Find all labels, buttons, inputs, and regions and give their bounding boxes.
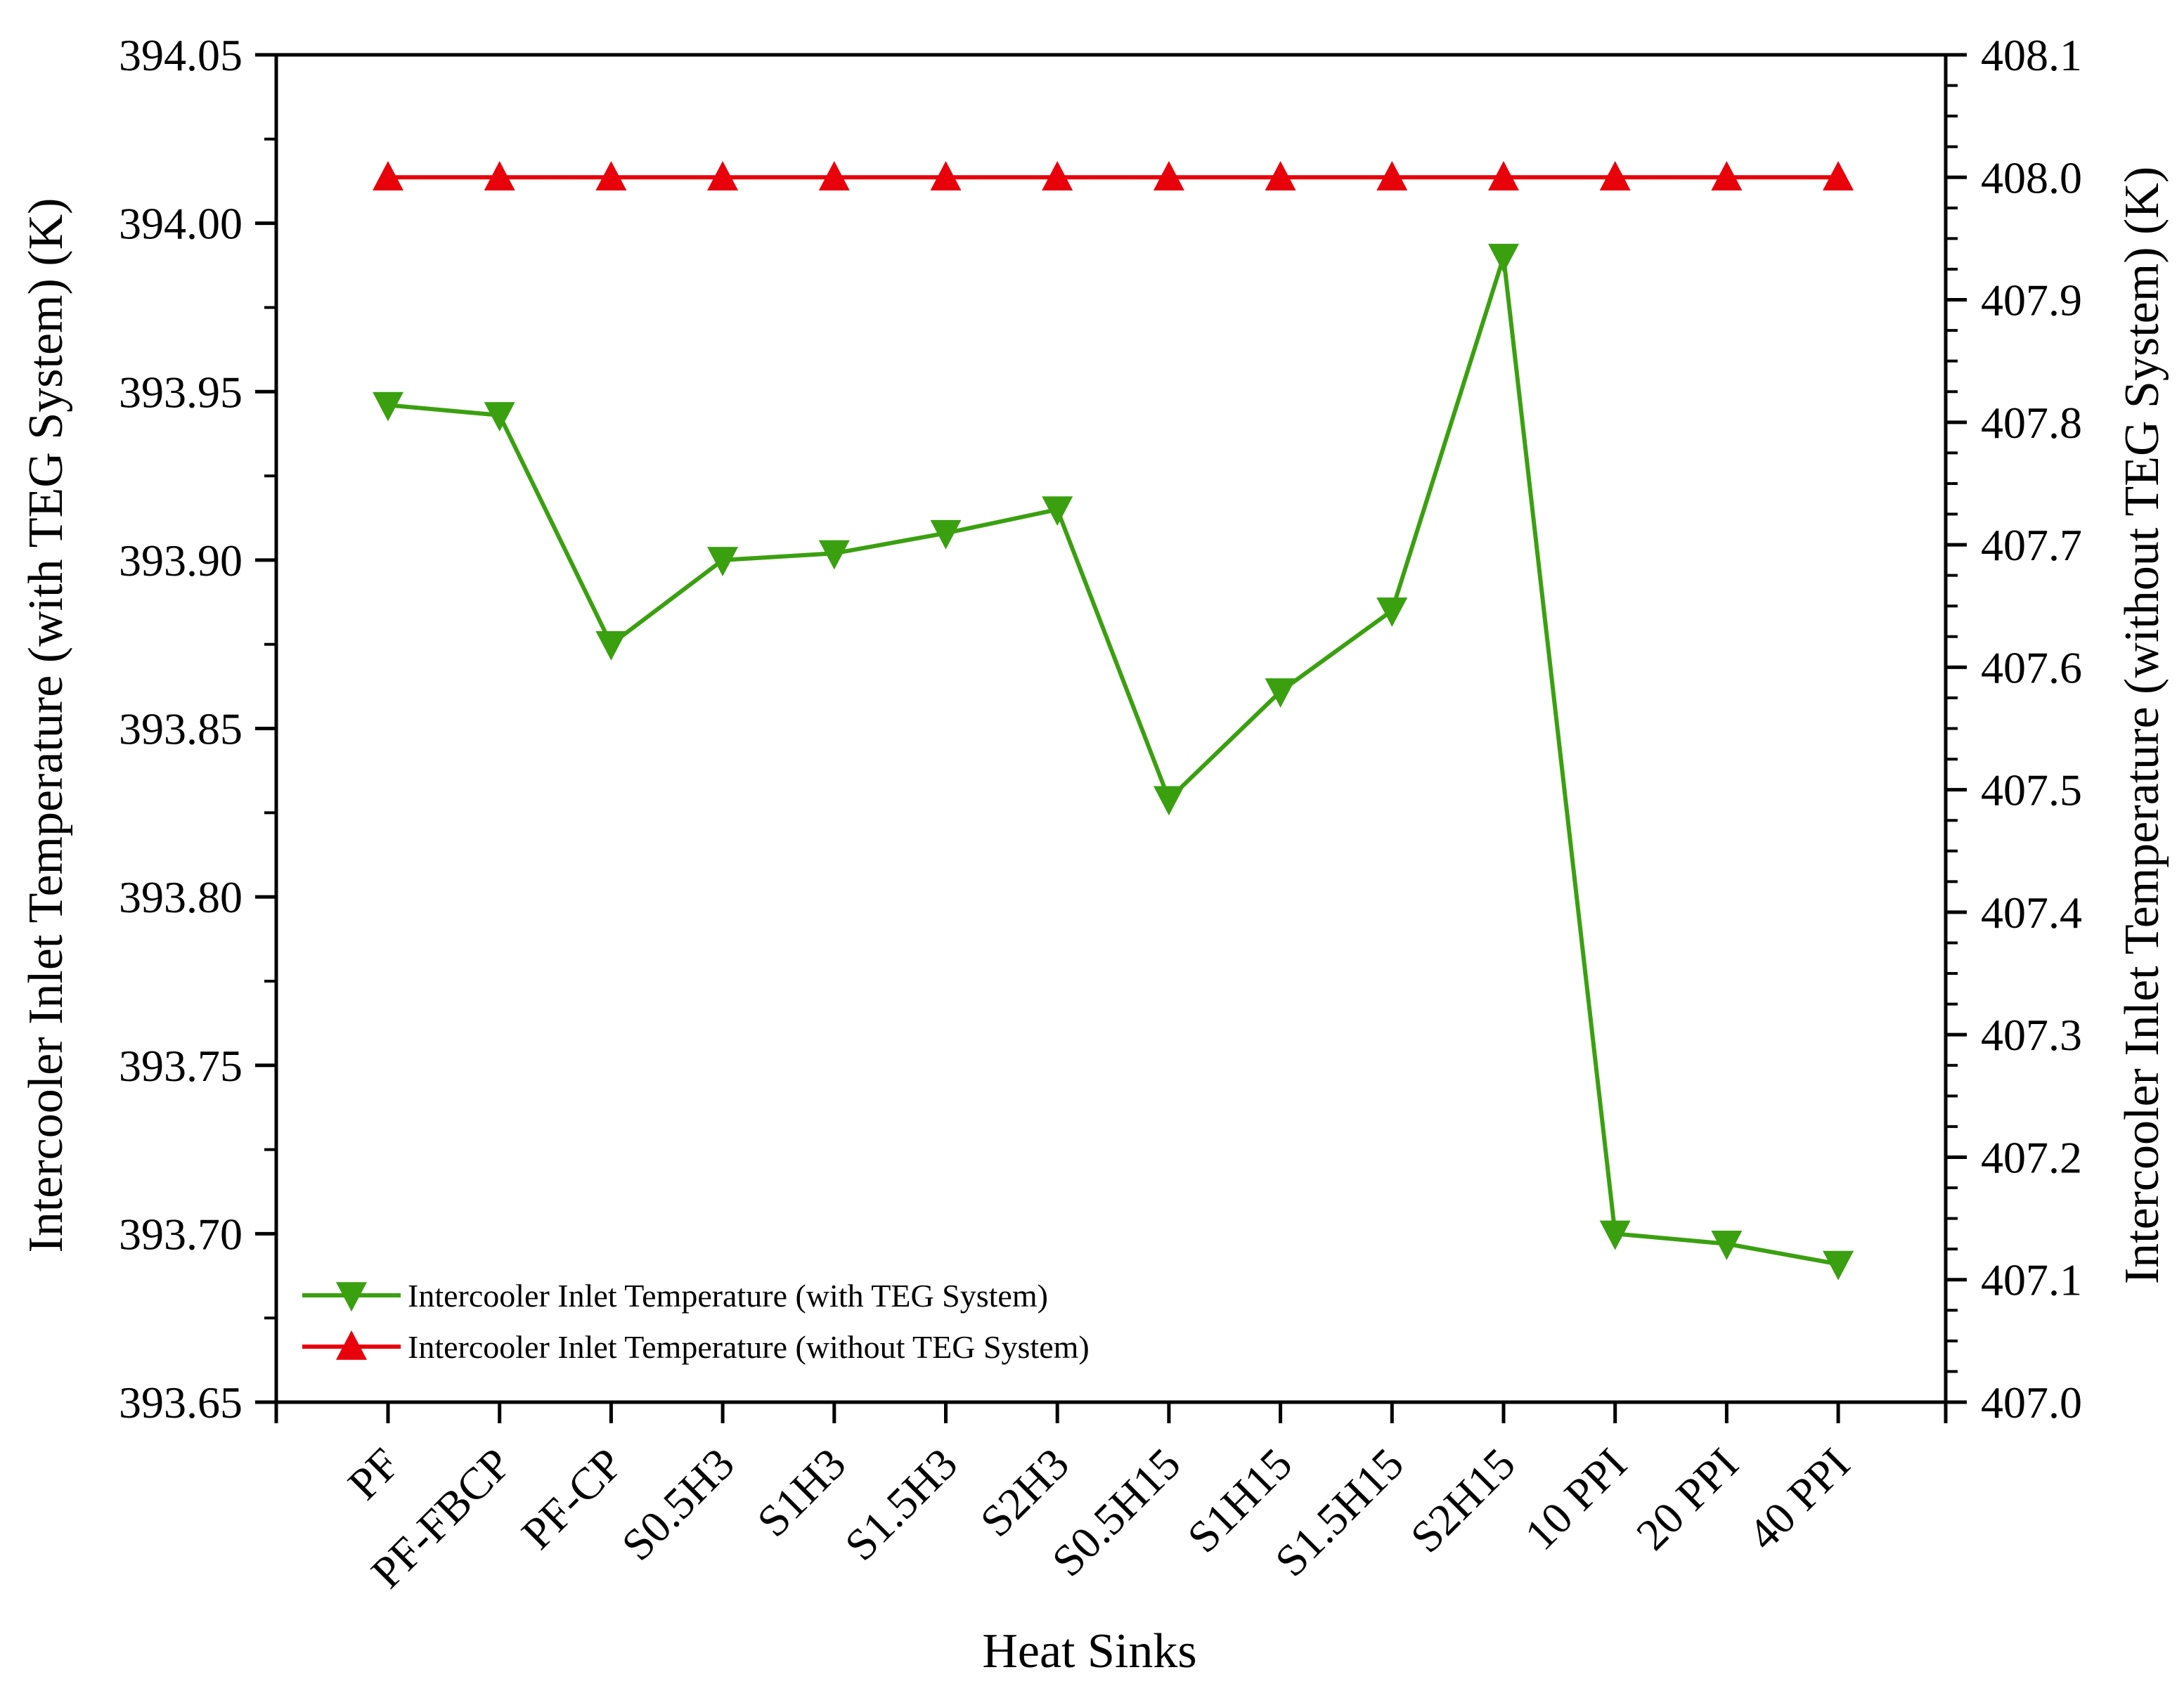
series-1 [373,243,1854,1281]
left-tick-label: 393.85 [119,704,243,754]
right-tick-label: 407.9 [1981,276,2082,325]
left-tick-label: 393.80 [119,872,243,922]
left-tick-label: 393.90 [119,536,243,585]
data-point [1153,786,1184,816]
data-point [373,391,403,422]
right-tick-label: 407.1 [1981,1255,2082,1305]
left-tick-label: 393.75 [119,1041,243,1091]
series-2 [373,161,1854,190]
data-point [595,630,627,661]
data-point [1599,1220,1631,1250]
data-point [707,161,739,190]
left-tick-label: 393.95 [119,367,243,417]
data-point [484,402,515,432]
left-tick-label: 393.70 [119,1209,243,1259]
plot-frame [274,53,1948,1404]
legend-label: Intercooler Inlet Temperature (with TEG … [408,1278,1048,1314]
right-tick-label: 407.7 [1981,520,2082,570]
data-point [1823,1250,1854,1281]
x-category-label: S2H15 [1401,1439,1525,1562]
data-point [1711,161,1743,190]
right-tick-label: 407.6 [1981,642,2082,692]
legend-marker [336,1282,367,1312]
data-point [818,161,850,190]
data-point [1488,161,1519,190]
left-y-axis-title: Intercooler Inlet Temperature (with TEG … [19,198,73,1253]
x-category-label: S1.5H3 [835,1439,967,1570]
data-point [1265,161,1296,190]
data-point [930,161,962,190]
data-point [1488,243,1519,273]
right-tick-label: 407.0 [1981,1378,2082,1427]
x-axis-title: Heat Sinks [982,1624,1196,1678]
data-point [373,161,403,190]
left-tick-label: 394.00 [119,199,243,249]
data-point [1042,161,1073,190]
x-category-label: S0.5H3 [612,1439,744,1570]
x-category-label: 10 PPI [1515,1439,1636,1560]
legend-item: Intercooler Inlet Temperature (with TEG … [302,1278,1048,1314]
legend-marker [336,1330,367,1360]
series-layer [373,161,1854,1281]
right-tick-label: 407.8 [1981,398,2082,448]
x-category-label: PF [338,1439,409,1510]
right-tick-label: 408.1 [1981,30,2082,80]
data-point [1711,1231,1743,1260]
right-tick-label: 407.3 [1981,1010,2082,1060]
data-point [1153,161,1184,190]
data-point [818,540,850,570]
data-point [595,161,627,190]
right-y-axis-title: Intercooler Inlet Temperature (without T… [2115,167,2169,1284]
data-point [1599,161,1631,190]
x-category-label: 40 PPI [1738,1439,1859,1560]
data-point [1265,678,1296,708]
data-point [1823,161,1854,190]
left-tick-label: 393.65 [119,1378,243,1427]
data-point [707,547,739,576]
right-tick-label: 407.2 [1981,1132,2082,1182]
legend-item: Intercooler Inlet Temperature (without T… [302,1329,1090,1365]
right-tick-label: 407.5 [1981,765,2082,815]
data-point [484,161,515,190]
series-line [387,254,1839,1267]
data-point [930,519,962,550]
legend-label: Intercooler Inlet Temperature (without T… [408,1329,1090,1365]
legend: Intercooler Inlet Temperature (with TEG … [302,1278,1090,1365]
right-tick-label: 408.0 [1981,153,2082,202]
x-category-label: PF-CP [512,1439,632,1559]
plot-border [274,53,1948,1404]
x-category-label: 20 PPI [1627,1439,1747,1560]
right-tick-label: 407.4 [1981,888,2082,938]
left-tick-label: 394.05 [119,30,243,80]
data-point [1376,597,1408,627]
data-point [1042,496,1073,526]
data-point [1376,161,1408,190]
